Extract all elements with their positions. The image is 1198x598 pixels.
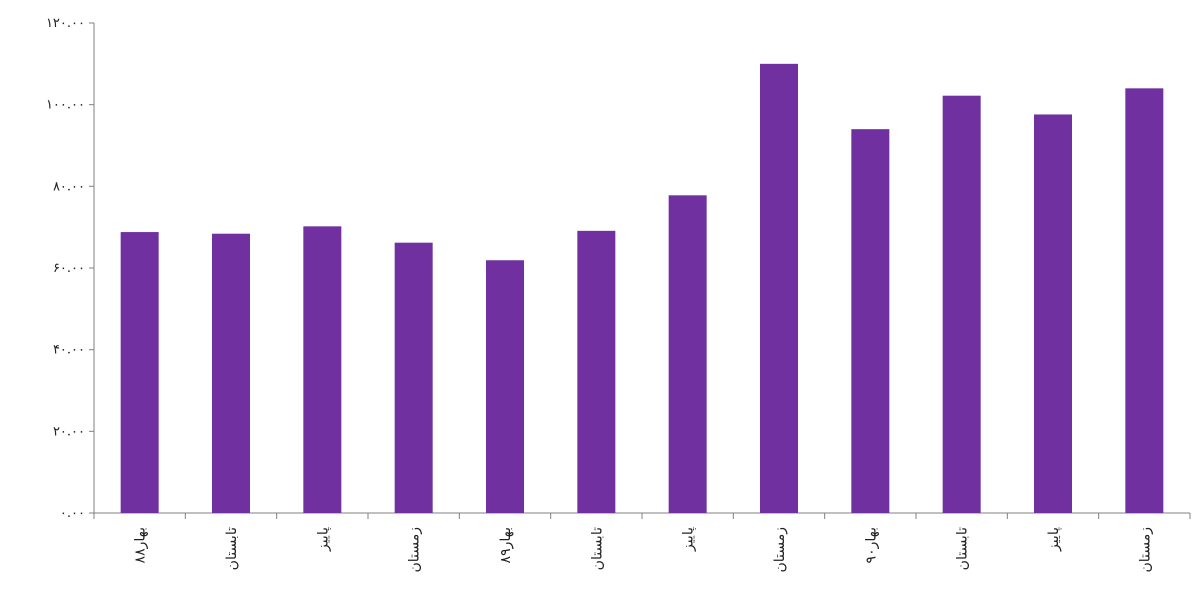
x-tick-label: بهار۸۹	[498, 527, 514, 563]
x-tick-label: تابستان	[224, 527, 240, 570]
bar	[212, 233, 250, 513]
x-tick-label: زمستان	[407, 527, 423, 573]
bar	[760, 63, 798, 513]
y-tick-label: ۸۰.۰۰	[53, 179, 85, 194]
bar	[851, 129, 890, 513]
y-tick-label: ۶۰.۰۰	[53, 261, 85, 276]
bar	[1034, 114, 1072, 513]
y-tick-label: ۴۰.۰۰	[53, 343, 85, 358]
y-tick-label: ۱۲۰.۰۰	[46, 16, 85, 31]
y-tick-label: ۲۰.۰۰	[53, 424, 85, 439]
x-tick-label: تابستان	[955, 527, 971, 570]
x-axis: بهار۸۸ تابستان پاییز زمستان بهار۸۹ تابستان پای…	[93, 512, 1191, 573]
x-tick-label: بهار۸۸	[133, 527, 149, 563]
y-tick-label: ۰.۰۰	[60, 506, 85, 521]
y-axis: ۰.۰۰ ۲۰.۰۰ ۴۰.۰۰ ۶۰.۰۰ ۸۰.۰۰ ۱۰۰.۰۰ ۱۲۰.۰۰	[46, 16, 95, 521]
x-tick-label: زمستان	[772, 527, 788, 573]
bar	[1125, 88, 1164, 513]
bar	[668, 195, 707, 514]
x-tick-label: بهار۹۰	[863, 527, 879, 563]
bar	[303, 226, 342, 513]
x-tick-label: پاییز	[315, 527, 331, 552]
y-tick-label: ۱۰۰.۰۰	[46, 98, 85, 113]
x-tick-label: پاییز	[1046, 527, 1062, 552]
x-tick-label: زمستان	[1137, 527, 1153, 573]
bar	[577, 230, 616, 513]
x-tick-label: پاییز	[681, 527, 697, 552]
bars	[120, 63, 1164, 514]
bar	[486, 260, 524, 513]
bar	[394, 242, 433, 513]
bar	[942, 95, 981, 513]
bar	[120, 232, 159, 514]
x-tick-label: تابستان	[589, 527, 605, 570]
